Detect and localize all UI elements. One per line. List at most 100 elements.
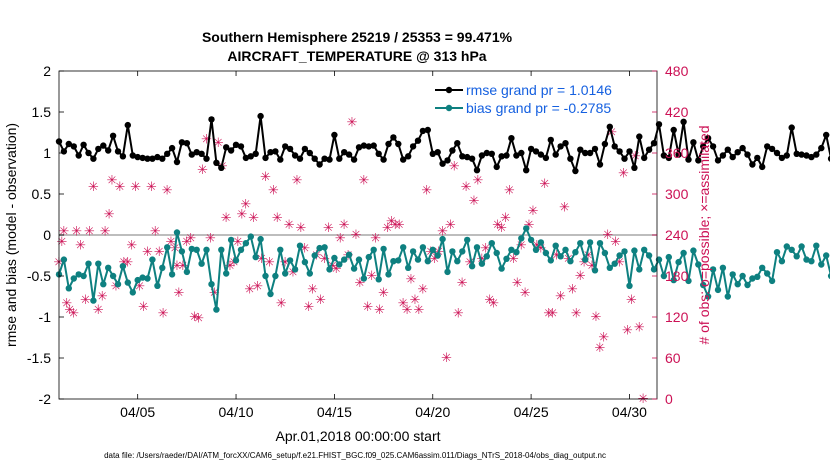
bias-point <box>606 264 613 271</box>
rmse-point <box>483 149 490 157</box>
rmse-point <box>773 149 781 157</box>
chart-title-line1: Southern Hemisphere 25219 / 25353 = 99.4… <box>202 29 513 45</box>
bias-point <box>685 277 692 285</box>
rmse-point <box>567 155 574 162</box>
obs-count-point: ✳ <box>288 265 299 280</box>
y-tick-label: 1.5 <box>32 104 52 120</box>
bias-point <box>488 240 495 247</box>
bias-point <box>414 256 422 263</box>
rmse-point <box>675 151 682 158</box>
rmse-point <box>660 152 668 159</box>
legend: rmse grand pr = 1.0146 bias grand pr = -… <box>435 82 612 116</box>
obs-count-point: ✳ <box>370 230 381 245</box>
rmse-point <box>267 149 274 156</box>
bias-point <box>380 245 387 253</box>
rmse-point <box>439 160 446 167</box>
obs-count-point: ✳ <box>453 306 464 321</box>
bias-point <box>390 258 397 265</box>
obs-count-point: ✳ <box>201 131 212 146</box>
obs-count-point: ✳ <box>177 258 188 273</box>
bias-layer <box>55 225 830 313</box>
obs-count-point: ✳ <box>236 207 247 222</box>
rmse-point <box>626 148 633 155</box>
rmse-point <box>695 157 702 164</box>
bias-point <box>542 249 550 257</box>
rmse-point <box>409 143 417 150</box>
rmse-point <box>370 142 377 149</box>
bias-point <box>405 264 412 271</box>
obs-count-point: ✳ <box>84 224 95 239</box>
rmse-point <box>168 144 176 152</box>
bias-point <box>144 275 151 282</box>
rmse-point <box>208 116 215 123</box>
bias-point <box>459 248 466 255</box>
obs-count-point: ✳ <box>598 330 609 345</box>
rmse-point <box>188 151 195 158</box>
x-tick-label: 04/20 <box>415 404 450 420</box>
bias-point <box>513 249 520 256</box>
obs-count-point: ✳ <box>162 183 173 198</box>
rmse-point <box>734 149 741 156</box>
bias-point <box>178 248 186 255</box>
bias-point <box>316 244 323 252</box>
bias-point <box>301 258 309 266</box>
bias-point <box>198 260 205 267</box>
bias-point <box>129 289 136 296</box>
obs-count-point: ✳ <box>225 258 236 273</box>
bias-point <box>223 270 230 277</box>
y-axis-label: rmse and bias (model - observation) <box>3 123 19 347</box>
rmse-point <box>449 147 456 154</box>
obs-count-point: ✳ <box>268 183 279 198</box>
rmse-point <box>119 153 127 160</box>
rmse-point <box>468 155 476 162</box>
obs-count-point: ✳ <box>539 176 550 191</box>
rmse-point <box>355 144 363 151</box>
rmse-point <box>272 148 279 155</box>
rmse-point <box>542 154 550 162</box>
obs-count-point: ✳ <box>68 306 79 321</box>
rmse-point <box>601 140 609 148</box>
rmse-point <box>331 131 338 139</box>
rmse-point <box>754 154 761 162</box>
bias-point <box>227 236 235 244</box>
bias-point <box>331 254 338 262</box>
rmse-point <box>424 126 431 134</box>
bias-point <box>336 261 343 268</box>
x-tick-label: 04/30 <box>612 404 647 420</box>
y-tick-label: -0.5 <box>27 268 51 284</box>
obs-count-point: ✳ <box>307 282 318 297</box>
obs-count-point: ✳ <box>142 244 153 259</box>
rmse-point <box>336 155 343 162</box>
bias-point <box>252 253 259 261</box>
bias-point <box>793 253 800 260</box>
obs-count-point: ✳ <box>500 210 511 225</box>
obs-count-point: ✳ <box>382 220 393 235</box>
bias-point <box>449 248 456 255</box>
obs-count-point: ✳ <box>410 292 421 307</box>
rmse-point <box>724 146 731 153</box>
bias-point <box>286 257 294 264</box>
y2-tick-label: 120 <box>665 309 689 325</box>
rmse-point <box>586 149 594 157</box>
bias-point <box>749 275 756 282</box>
obs-count-point: ✳ <box>75 237 86 252</box>
bias-point <box>586 239 594 246</box>
rmse-point <box>301 145 309 153</box>
rmse-point <box>611 143 618 150</box>
obs-count-point: ✳ <box>319 251 330 266</box>
obs-count-point: ✳ <box>158 306 169 321</box>
bias-point <box>478 260 486 267</box>
obs-count-point: ✳ <box>264 254 275 269</box>
rmse-point <box>798 151 805 158</box>
obs-count-point: ✳ <box>134 278 145 293</box>
rmse-point <box>178 139 186 146</box>
y-tick-label: -1 <box>39 309 52 325</box>
bias-point <box>350 265 358 272</box>
obs-count-point: ✳ <box>374 302 385 317</box>
bias-point <box>468 263 476 270</box>
bias-point <box>85 260 92 267</box>
bias-point <box>704 293 712 300</box>
bias-point <box>149 256 156 263</box>
obs-count-point: ✳ <box>547 306 558 321</box>
